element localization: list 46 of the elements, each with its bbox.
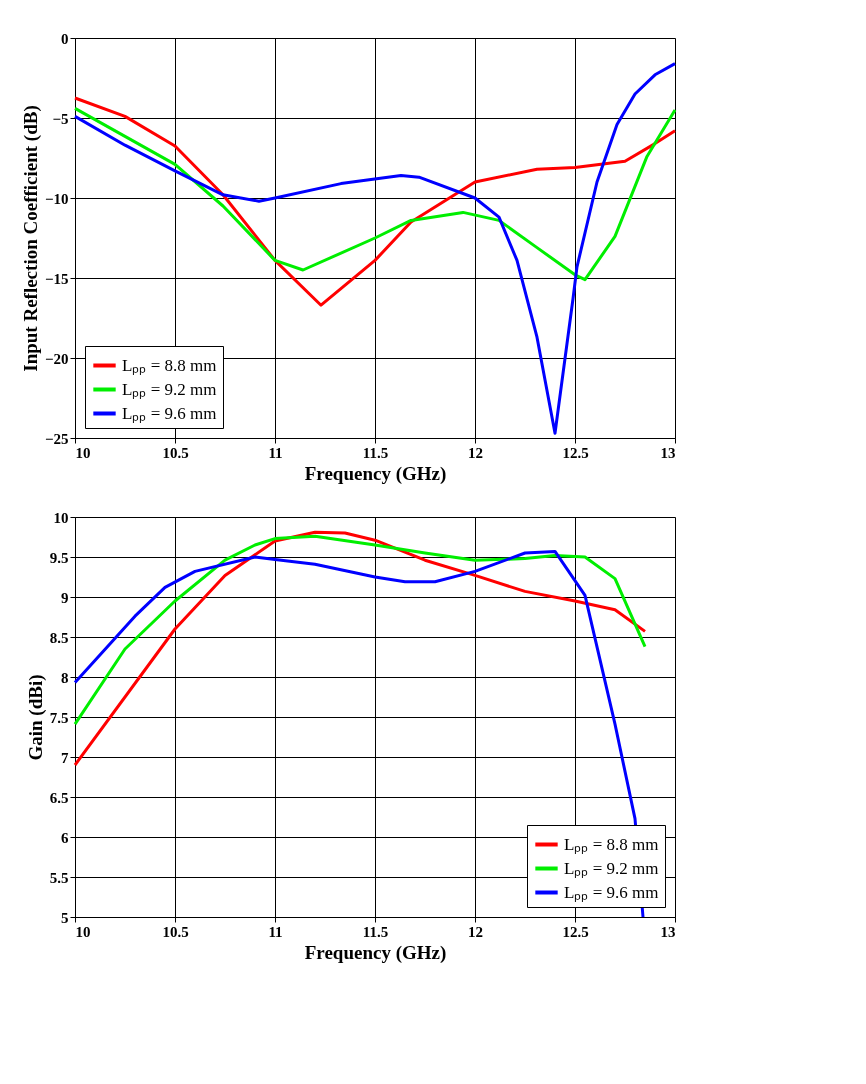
legend-label: Lₚₚ = 9.6 mm bbox=[122, 403, 217, 424]
x-tick-label: 10.5 bbox=[162, 923, 189, 940]
legend-label: Lₚₚ = 9.6 mm bbox=[564, 882, 659, 903]
x-tick-label: 10 bbox=[75, 444, 91, 461]
y-axis-title: Input Reflection Coefficient (dB) bbox=[19, 105, 42, 372]
y-tick-label: 10 bbox=[53, 509, 69, 526]
x-tick-label: 11.5 bbox=[362, 444, 389, 461]
y-tick-label: 8 bbox=[61, 669, 69, 686]
line-series bbox=[73, 62, 677, 435]
legend-label: Lₚₚ = 8.8 mm bbox=[122, 355, 217, 376]
line-series bbox=[73, 530, 647, 767]
y-tick-label: 7 bbox=[61, 749, 69, 766]
y-axis-title: Gain (dBi) bbox=[24, 674, 47, 761]
x-axis-title: Frequency (GHz) bbox=[304, 462, 447, 485]
y-tick-label: 6.5 bbox=[49, 789, 69, 806]
y-tick-label: −5 bbox=[52, 110, 69, 127]
x-tick-label: 12.5 bbox=[562, 444, 589, 461]
y-tick-label: 7.5 bbox=[49, 709, 69, 726]
x-tick-label: 12 bbox=[468, 444, 483, 461]
x-tick-label: 11 bbox=[268, 444, 283, 461]
y-tick-label: −10 bbox=[44, 190, 69, 207]
x-tick-label: 12 bbox=[468, 923, 483, 940]
y-tick-label: 9.5 bbox=[49, 549, 69, 566]
x-tick-label: 13 bbox=[660, 444, 676, 461]
x-tick-label: 10.5 bbox=[162, 444, 189, 461]
line-series bbox=[73, 96, 677, 307]
line-series bbox=[73, 106, 677, 282]
y-tick-label: 6 bbox=[61, 829, 69, 846]
y-tick-label: 5.5 bbox=[49, 869, 69, 886]
legend-label: Lₚₚ = 8.8 mm bbox=[564, 834, 659, 855]
x-tick-label: 13 bbox=[660, 923, 676, 940]
x-tick-label: 11 bbox=[268, 923, 283, 940]
line-series bbox=[73, 534, 647, 726]
y-tick-label: 9 bbox=[61, 589, 69, 606]
y-tick-label: −15 bbox=[44, 270, 69, 287]
y-tick-label: 5 bbox=[61, 909, 69, 926]
x-axis-title: Frequency (GHz) bbox=[304, 941, 447, 964]
y-tick-label: 0 bbox=[61, 30, 69, 47]
x-tick-label: 12.5 bbox=[562, 923, 589, 940]
y-tick-label: −25 bbox=[44, 430, 69, 447]
x-tick-label: 10 bbox=[75, 923, 91, 940]
legend-label: Lₚₚ = 9.2 mm bbox=[564, 858, 659, 879]
legend-label: Lₚₚ = 9.2 mm bbox=[122, 379, 217, 400]
x-tick-label: 11.5 bbox=[362, 923, 389, 940]
y-tick-label: 8.5 bbox=[49, 629, 69, 646]
y-tick-label: −20 bbox=[44, 350, 69, 367]
